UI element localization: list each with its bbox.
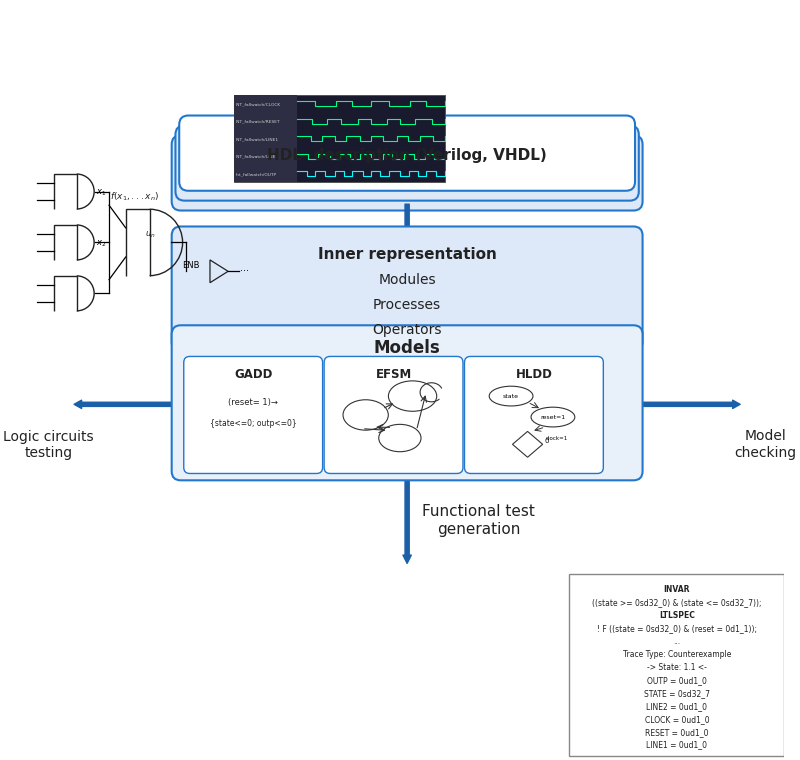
Bar <box>234 95 445 182</box>
Text: INVAR: INVAR <box>664 585 690 594</box>
FancyBboxPatch shape <box>172 135 642 211</box>
Text: INT_fallwatch/RESET: INT_fallwatch/RESET <box>236 119 281 124</box>
Text: LTLSPEC: LTLSPEC <box>659 611 695 620</box>
Text: Models: Models <box>374 339 441 357</box>
FancyBboxPatch shape <box>172 325 642 480</box>
Text: Functional test
generation: Functional test generation <box>422 505 535 537</box>
Text: HDL- description (Verilog, VHDL): HDL- description (Verilog, VHDL) <box>267 148 547 163</box>
Text: Model
checking: Model checking <box>734 429 797 460</box>
Text: ! F ((state = 0sd32_0) & (reset = 0d1_1));: ! F ((state = 0sd32_0) & (reset = 0d1_1)… <box>597 624 757 633</box>
Text: ((state >= 0sd32_0) & (state <= 0sd32_7));: ((state >= 0sd32_0) & (state <= 0sd32_7)… <box>592 598 762 607</box>
FancyBboxPatch shape <box>184 356 322 473</box>
Text: Model
extraction: Model extraction <box>458 388 526 415</box>
FancyBboxPatch shape <box>324 356 463 473</box>
Text: 0: 0 <box>544 438 549 444</box>
Text: $x_2$: $x_2$ <box>97 239 106 249</box>
Text: state: state <box>503 394 519 398</box>
Text: $u_n$: $u_n$ <box>146 230 156 240</box>
Text: GADD: GADD <box>234 368 272 382</box>
FancyArrowPatch shape <box>74 401 190 408</box>
Text: $x_1$: $x_1$ <box>97 188 106 198</box>
Text: Trace Type: Counterexample: Trace Type: Counterexample <box>622 650 731 659</box>
FancyArrowPatch shape <box>403 204 411 322</box>
Text: Static
analysis: Static analysis <box>456 249 510 277</box>
Text: Processes: Processes <box>373 298 441 312</box>
Text: Operators: Operators <box>372 323 442 337</box>
Text: Inner representation: Inner representation <box>318 247 497 262</box>
FancyArrowPatch shape <box>403 349 411 457</box>
Text: {state<=0; outp<=0}: {state<=0; outp<=0} <box>210 419 297 428</box>
Bar <box>234 95 297 182</box>
FancyBboxPatch shape <box>465 356 603 473</box>
Text: Modules: Modules <box>378 273 436 287</box>
FancyArrowPatch shape <box>403 480 411 563</box>
Text: INT_fallwatch/CLOCK: INT_fallwatch/CLOCK <box>236 102 281 106</box>
Text: OUTP = 0ud1_0: OUTP = 0ud1_0 <box>647 676 707 685</box>
Text: Logic circuits
testing: Logic circuits testing <box>3 429 94 460</box>
Text: $f(x_1,...x_n)$: $f(x_1,...x_n)$ <box>110 191 159 203</box>
Text: HLDD: HLDD <box>515 368 552 382</box>
Text: CLOCK = 0ud1_0: CLOCK = 0ud1_0 <box>645 714 710 724</box>
Text: LINE2 = 0ud1_0: LINE2 = 0ud1_0 <box>646 701 707 711</box>
Text: EFSM: EFSM <box>375 368 412 382</box>
Text: ...: ... <box>674 637 681 646</box>
Text: ENB: ENB <box>182 261 199 270</box>
FancyBboxPatch shape <box>175 125 638 201</box>
Text: INT_fallwatch/LINE1: INT_fallwatch/LINE1 <box>236 137 279 141</box>
Text: clock=1: clock=1 <box>546 435 568 441</box>
Text: RESET = 0ud1_0: RESET = 0ud1_0 <box>645 727 709 736</box>
Text: ...: ... <box>240 263 249 274</box>
FancyBboxPatch shape <box>570 574 785 756</box>
Text: LINE1 = 0ud1_0: LINE1 = 0ud1_0 <box>646 740 707 749</box>
Text: reset=1: reset=1 <box>540 414 566 420</box>
Text: (reset= 1)→: (reset= 1)→ <box>228 398 278 407</box>
FancyBboxPatch shape <box>172 226 642 351</box>
FancyArrowPatch shape <box>625 401 740 408</box>
Text: INT_fallwatch/LINE2: INT_fallwatch/LINE2 <box>236 154 279 159</box>
Text: Int_fallwatch/OUTP: Int_fallwatch/OUTP <box>236 172 277 176</box>
Text: STATE = 0sd32_7: STATE = 0sd32_7 <box>644 689 710 698</box>
FancyBboxPatch shape <box>179 116 635 191</box>
Text: -> State: 1.1 <-: -> State: 1.1 <- <box>647 663 707 672</box>
